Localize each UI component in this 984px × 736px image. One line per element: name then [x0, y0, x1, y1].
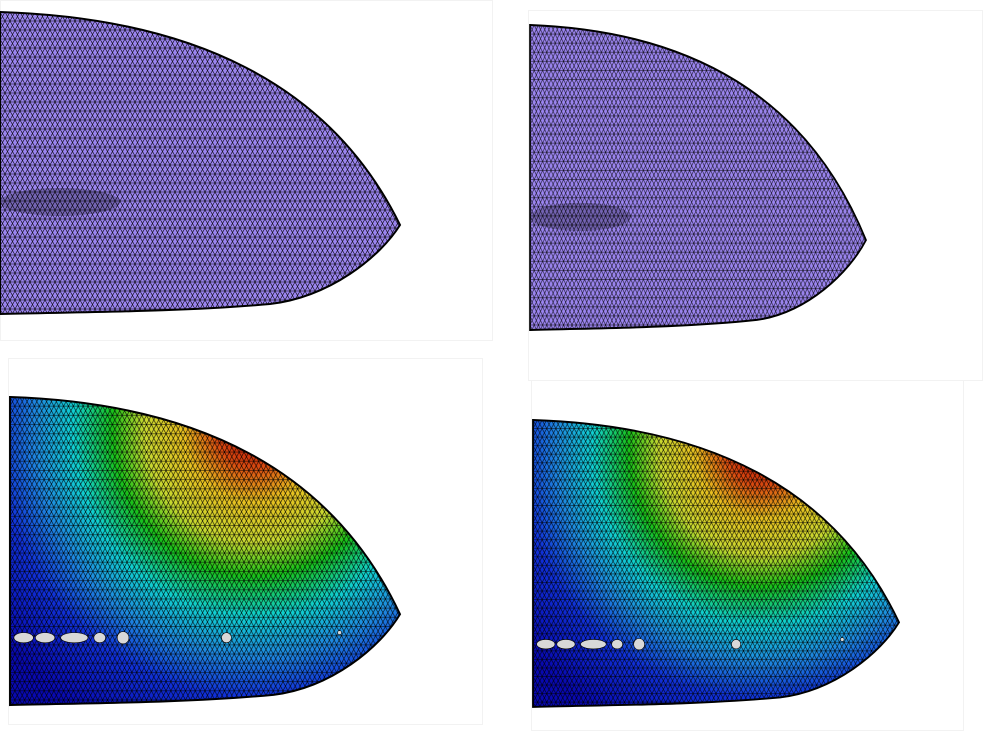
- contour-view-bottom-right: [533, 420, 908, 715]
- mesh-view-top-left: [0, 12, 410, 322]
- mesh-view-top-right: [530, 25, 874, 338]
- panel-frame: [8, 358, 483, 725]
- contour-view-bottom-left: [10, 397, 410, 713]
- panel-frame: [531, 380, 964, 731]
